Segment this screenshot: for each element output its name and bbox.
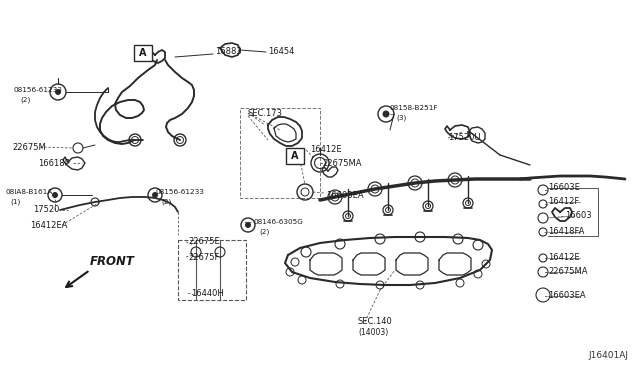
Text: 17520U: 17520U (448, 134, 481, 142)
Text: SEC.140: SEC.140 (358, 317, 393, 327)
Text: 16603EA: 16603EA (326, 190, 364, 199)
Bar (178, 240, 246, 300)
Text: 16618P: 16618P (38, 158, 70, 167)
Circle shape (383, 110, 390, 118)
Text: 08156-61233: 08156-61233 (155, 189, 204, 195)
Text: (14003): (14003) (358, 327, 388, 337)
Text: (3): (3) (396, 115, 406, 121)
Text: A: A (140, 48, 147, 58)
Text: 08IA8-B161A: 08IA8-B161A (6, 189, 53, 195)
Text: 16412E: 16412E (548, 253, 580, 263)
Text: 16412F: 16412F (548, 198, 579, 206)
Text: 16418FA: 16418FA (548, 228, 584, 237)
Text: A: A (291, 151, 299, 161)
Text: SEC.173: SEC.173 (248, 109, 283, 118)
Text: (2): (2) (161, 199, 172, 205)
Circle shape (245, 222, 251, 228)
Text: (2): (2) (20, 97, 30, 103)
Text: J16401AJ: J16401AJ (588, 351, 628, 360)
Text: 22675MA: 22675MA (322, 158, 362, 167)
Bar (134, 45, 152, 61)
Text: 16412EA: 16412EA (30, 221, 67, 230)
Text: 16603EA: 16603EA (548, 292, 586, 301)
Text: 22675MA: 22675MA (548, 267, 588, 276)
Text: (2): (2) (259, 229, 269, 235)
Text: FRONT: FRONT (90, 255, 135, 268)
Bar (286, 148, 304, 164)
Text: (1): (1) (10, 199, 20, 205)
Text: 08158-B251F: 08158-B251F (390, 105, 438, 111)
Text: 16603E: 16603E (548, 183, 580, 192)
Bar (240, 108, 320, 198)
Text: 16883: 16883 (215, 48, 242, 57)
Text: 16440H: 16440H (191, 289, 224, 298)
Text: 22675M: 22675M (12, 142, 45, 151)
Text: 17520: 17520 (33, 205, 60, 215)
Text: 16454: 16454 (268, 48, 294, 57)
Text: 22675E: 22675E (188, 237, 220, 247)
Circle shape (152, 192, 158, 198)
Text: 22675F: 22675F (188, 253, 220, 262)
Circle shape (52, 192, 58, 198)
Text: 08146-6305G: 08146-6305G (253, 219, 303, 225)
Text: 08156-61233: 08156-61233 (14, 87, 63, 93)
Text: 16412E: 16412E (310, 145, 342, 154)
Text: 16603: 16603 (565, 212, 591, 221)
Circle shape (55, 89, 61, 95)
